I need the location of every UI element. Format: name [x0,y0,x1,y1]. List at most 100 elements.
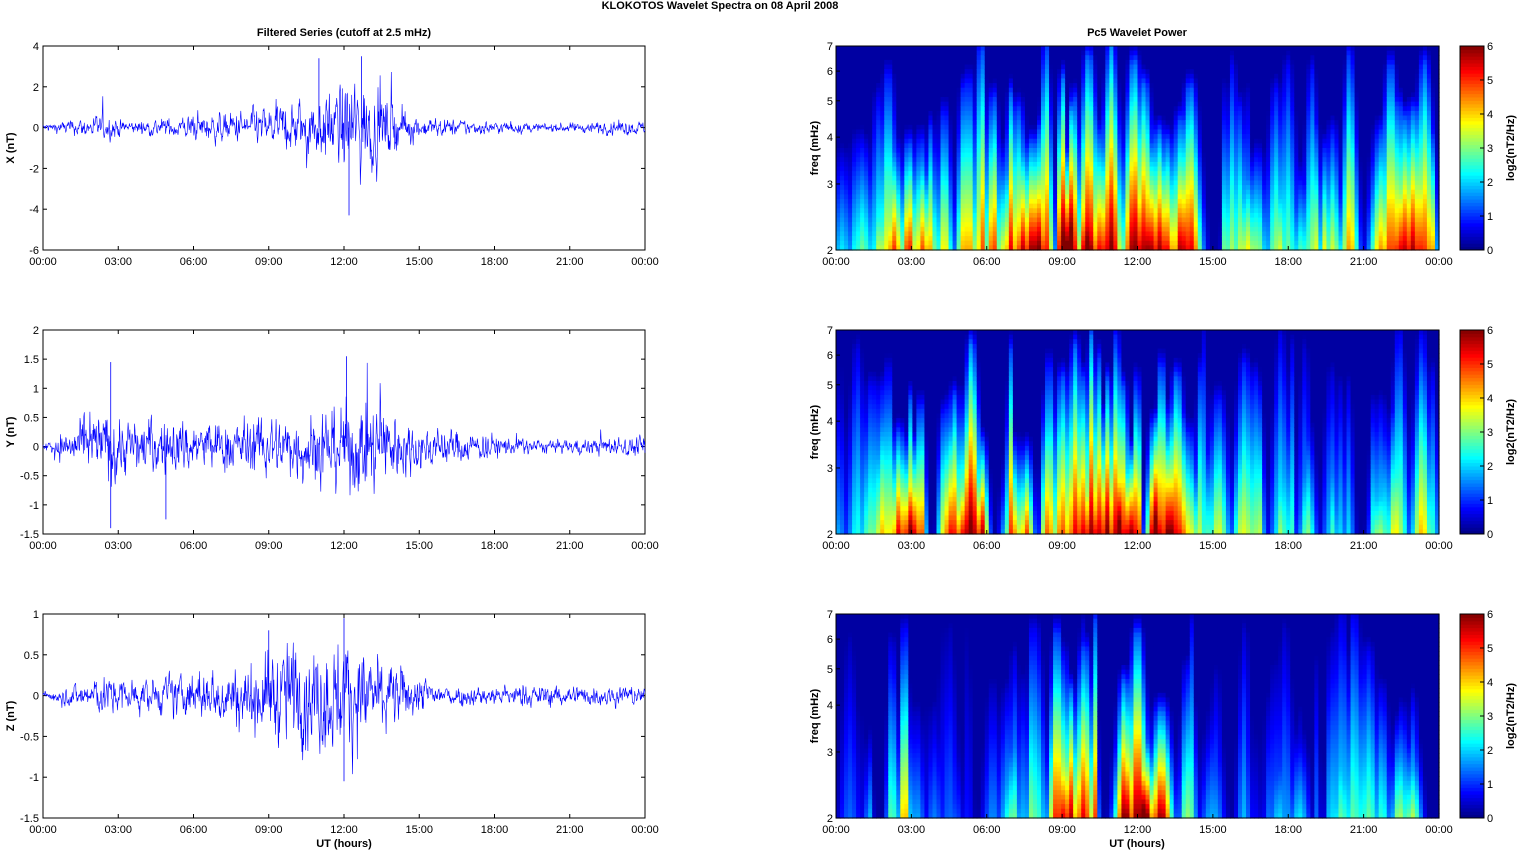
heatmap-cell [1258,120,1263,126]
heatmap-cell [1266,138,1271,144]
heatmap-cell [1157,157,1163,163]
heatmap-cell [1069,231,1074,237]
heatmap-cell [960,189,966,195]
heatmap-cell [940,189,946,195]
heatmap-cell [1137,217,1143,223]
heatmap-cell [964,101,970,107]
heatmap-cell [1101,148,1106,154]
heatmap-cell [1141,97,1147,103]
heatmap-cell [980,97,986,103]
heatmap-cell [936,212,942,219]
heatmap-cell [852,180,857,186]
heatmap-cell [1012,64,1018,70]
heatmap-cell [1077,92,1082,98]
heatmap-cell [852,64,857,70]
heatmap-cell [1008,157,1014,163]
heatmap-cell [1061,73,1066,80]
heatmap-cell [1173,236,1179,242]
heatmap-cell [872,208,877,214]
heatmap-cell [980,226,986,233]
heatmap-cell [1161,97,1167,103]
heatmap-cell [1161,106,1167,112]
heatmap-cell [1085,222,1090,228]
heatmap-cell [928,83,934,89]
heatmap-cell [960,185,966,191]
heatmap-cell [860,87,865,93]
heatmap-cell [912,226,917,233]
heatmap-cell [996,226,1002,233]
heatmap-cell [872,143,877,149]
heatmap-cell [1121,245,1127,251]
heatmap-cell [1045,231,1050,237]
heatmap-cell [1065,115,1070,121]
heatmap-cell [1193,161,1199,168]
heatmap-cell [1057,185,1062,191]
heatmap-cell [872,73,877,80]
heatmap-cell [1213,143,1219,149]
heatmap-cell [1117,110,1123,117]
heatmap-cell [1089,217,1094,223]
heatmap-cell [888,78,893,84]
heatmap-cell [1209,185,1215,191]
heatmap-cell [1165,203,1171,209]
heatmap-cell [1101,157,1106,163]
heatmap-cell [964,189,970,195]
heatmap-cell [1109,245,1114,251]
heatmap-cell [1173,152,1179,158]
heatmap-cell [1016,55,1022,61]
heatmap-cell [1193,59,1199,66]
heatmap-cell [1097,106,1102,112]
heatmap-cell [1037,185,1042,191]
heatmap-cell [1028,222,1034,228]
heatmap-cell [1049,97,1054,103]
heatmap-cell [1113,69,1118,75]
heatmap-cell [1053,148,1058,154]
heatmap-cell [1101,101,1106,107]
heatmap-cell [876,110,881,117]
heatmap-cell [988,157,994,163]
heatmap-cell [1000,199,1006,205]
heatmap-cell [884,83,889,89]
heatmap-cell [1069,97,1074,103]
heatmap-cell [1053,189,1058,195]
heatmap-cell [1149,134,1155,140]
heatmap-cell [1161,226,1167,233]
heatmap-cell [1053,46,1058,52]
heatmap-cell [1020,212,1026,219]
heatmap-cell [1000,217,1006,223]
heatmap-cell [1254,189,1259,195]
heatmap-cell [940,185,946,191]
heatmap-cell [1028,106,1034,112]
x-axis-label-left: UT (hours) [316,838,372,850]
heatmap-cell [984,59,990,66]
heatmap-cell [1077,203,1082,209]
heatmap-cell [1105,87,1110,93]
heatmap-cell [1185,143,1191,149]
heatmap-cell [1145,231,1151,237]
heatmap-cell [1258,189,1263,195]
heatmap-cell [1012,97,1018,103]
heatmap-cell [1045,106,1050,112]
heatmap-cell [1012,110,1018,117]
heatmap-cell [876,106,881,112]
heatmap-cell [1221,217,1227,223]
heatmap-cell [964,185,970,191]
heatmap-cell [1145,212,1151,219]
heatmap-cell [984,101,990,107]
heatmap-cell [868,87,873,93]
heatmap-cell [856,236,861,242]
heatmap-cell [1233,166,1239,172]
heatmap-cell [1242,55,1247,61]
heatmap-cell [1085,166,1090,172]
heatmap-cell [1258,106,1263,112]
heatmap-cell [1125,64,1131,70]
heatmap-cell [952,120,958,126]
heatmap-cell [1189,64,1195,70]
heatmap-cell [884,143,889,149]
heatmap-cell [956,101,962,107]
heatmap-cell [892,97,897,103]
heatmap-cell [1045,92,1050,98]
heatmap-cell [848,152,853,158]
heatmap-cell [1242,124,1247,131]
heatmap-cell [980,115,986,121]
